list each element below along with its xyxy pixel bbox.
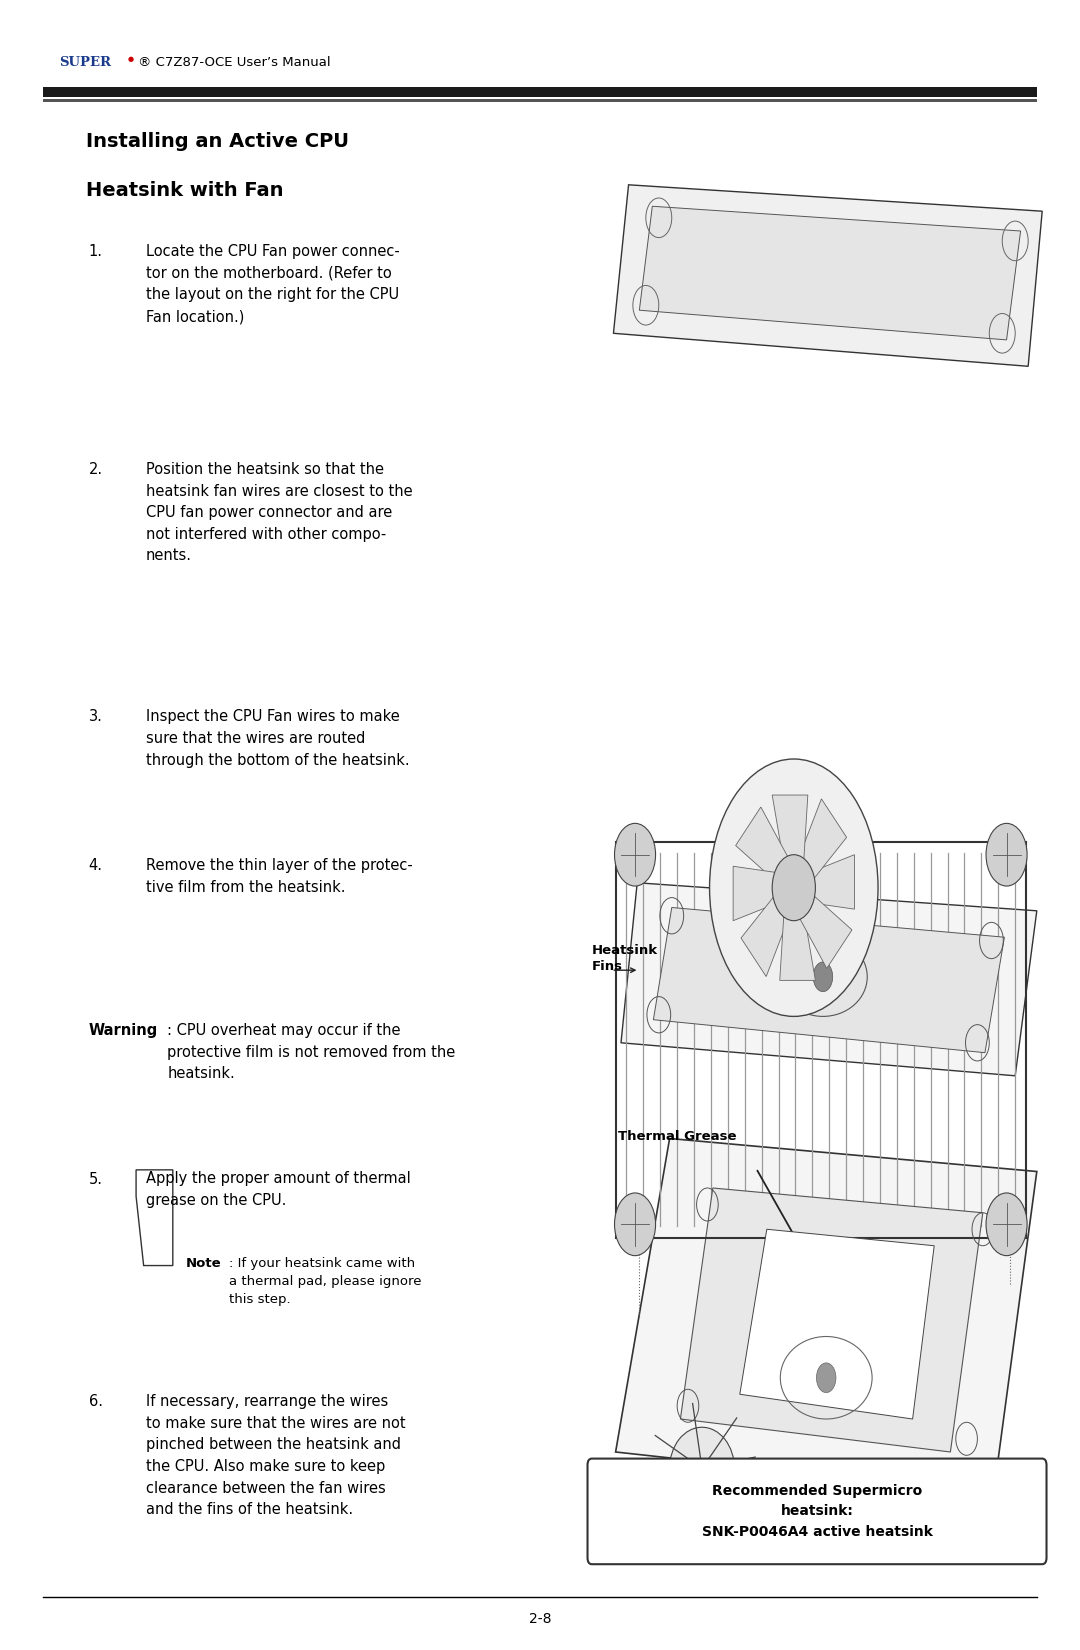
- Text: Inspect the CPU Fan wires to make
sure that the wires are routed
through the bot: Inspect the CPU Fan wires to make sure t…: [146, 710, 409, 767]
- Polygon shape: [735, 807, 789, 881]
- Text: 2.: 2.: [89, 462, 103, 477]
- Text: Heatsink with Fan: Heatsink with Fan: [86, 182, 284, 201]
- Text: Locate the CPU Fan power connec-
tor on the motherboard. (Refer to
the layout on: Locate the CPU Fan power connec- tor on …: [146, 244, 400, 323]
- Text: Recommended Supermicro
heatsink:
SNK-P0046A4 active heatsink: Recommended Supermicro heatsink: SNK-P00…: [702, 1483, 932, 1539]
- Text: : CPU overheat may occur if the
protective film is not removed from the
heatsink: : CPU overheat may occur if the protecti…: [167, 1023, 456, 1081]
- Text: ●: ●: [127, 56, 134, 63]
- Ellipse shape: [670, 1427, 734, 1510]
- Polygon shape: [733, 866, 779, 921]
- Bar: [616, 842, 1026, 1238]
- Text: Position the heatsink so that the
heatsink fan wires are closest to the
CPU fan : Position the heatsink so that the heatsi…: [146, 462, 413, 563]
- Text: Heatsink
Fins: Heatsink Fins: [592, 944, 658, 974]
- Text: Remove the thin layer of the protec-
tive film from the heatsink.: Remove the thin layer of the protec- tiv…: [146, 858, 413, 894]
- Circle shape: [816, 1363, 836, 1393]
- FancyBboxPatch shape: [588, 1459, 1047, 1564]
- Text: Warning: Warning: [89, 1023, 158, 1038]
- Polygon shape: [616, 1138, 1037, 1493]
- Polygon shape: [621, 883, 1037, 1076]
- Circle shape: [615, 1193, 656, 1256]
- Text: ® C7Z87-OCE User’s Manual: ® C7Z87-OCE User’s Manual: [138, 56, 330, 69]
- Circle shape: [615, 823, 656, 886]
- Text: 2-8: 2-8: [529, 1612, 551, 1625]
- Text: 5.: 5.: [89, 1172, 103, 1186]
- Text: Apply the proper amount of thermal
grease on the CPU.: Apply the proper amount of thermal greas…: [146, 1172, 410, 1208]
- Text: 1.: 1.: [89, 244, 103, 259]
- Text: 3.: 3.: [89, 710, 103, 724]
- Polygon shape: [772, 795, 808, 865]
- Text: SUPER: SUPER: [59, 56, 111, 69]
- Polygon shape: [613, 185, 1042, 366]
- Text: : If your heatsink came with
a thermal pad, please ignore
this step.: : If your heatsink came with a thermal p…: [229, 1257, 421, 1307]
- Polygon shape: [798, 894, 852, 969]
- Circle shape: [813, 962, 833, 992]
- Bar: [43, 99, 1037, 102]
- Polygon shape: [798, 799, 847, 881]
- Text: 6.: 6.: [89, 1394, 103, 1409]
- Circle shape: [710, 759, 878, 1016]
- Circle shape: [986, 1193, 1027, 1256]
- Polygon shape: [780, 911, 815, 980]
- Circle shape: [772, 855, 815, 921]
- Text: 4.: 4.: [89, 858, 103, 873]
- Text: Thermal Grease: Thermal Grease: [618, 1130, 737, 1143]
- Polygon shape: [653, 908, 1004, 1053]
- Text: If necessary, rearrange the wires
to make sure that the wires are not
pinched be: If necessary, rearrange the wires to mak…: [146, 1394, 405, 1518]
- Polygon shape: [680, 1188, 983, 1452]
- Circle shape: [986, 823, 1027, 886]
- Text: Note: Note: [186, 1257, 221, 1270]
- Polygon shape: [741, 894, 789, 977]
- Polygon shape: [639, 206, 1021, 340]
- Bar: [43, 87, 1037, 97]
- Polygon shape: [809, 855, 854, 909]
- Polygon shape: [740, 1229, 934, 1419]
- Text: Installing an Active CPU: Installing an Active CPU: [86, 132, 350, 152]
